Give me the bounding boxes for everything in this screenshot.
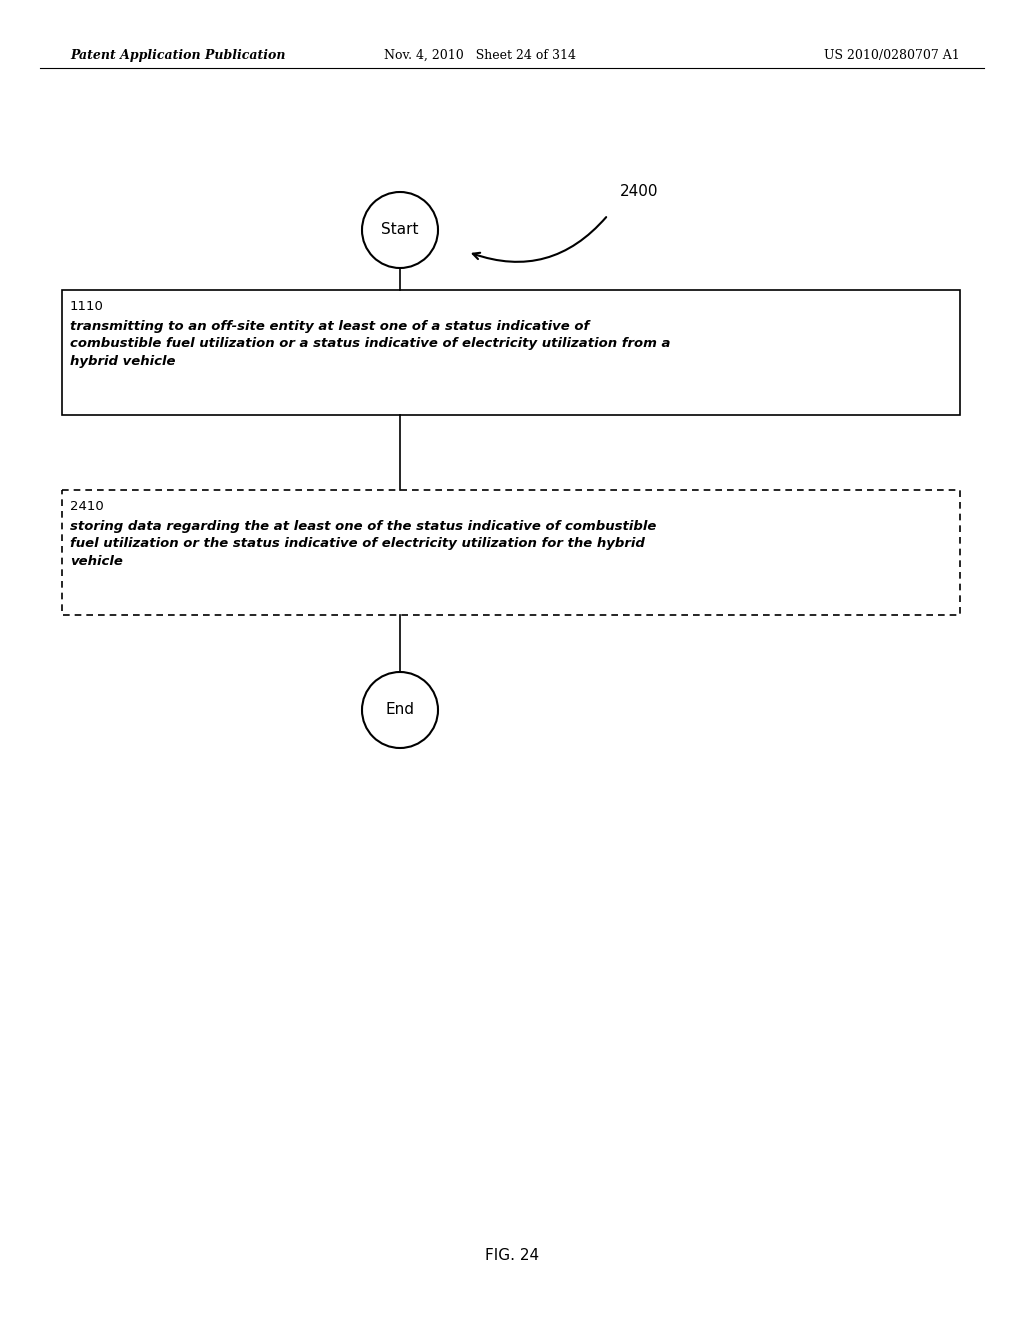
Text: FIG. 24: FIG. 24 — [485, 1247, 539, 1262]
Text: Start: Start — [381, 223, 419, 238]
Text: transmitting to an off-site entity at least one of a status indicative of
combus: transmitting to an off-site entity at le… — [70, 319, 671, 368]
Bar — [62, 490, 961, 615]
FancyArrowPatch shape — [473, 216, 606, 261]
Text: US 2010/0280707 A1: US 2010/0280707 A1 — [824, 49, 961, 62]
Bar — [62, 290, 961, 414]
Text: Patent Application Publication: Patent Application Publication — [70, 49, 286, 62]
Text: 2410: 2410 — [70, 500, 103, 513]
Text: Nov. 4, 2010   Sheet 24 of 314: Nov. 4, 2010 Sheet 24 of 314 — [384, 49, 575, 62]
Text: 1110: 1110 — [70, 300, 103, 313]
Text: storing data regarding the at least one of the status indicative of combustible
: storing data regarding the at least one … — [70, 520, 656, 568]
Text: 2400: 2400 — [620, 185, 658, 199]
Text: End: End — [385, 702, 415, 718]
